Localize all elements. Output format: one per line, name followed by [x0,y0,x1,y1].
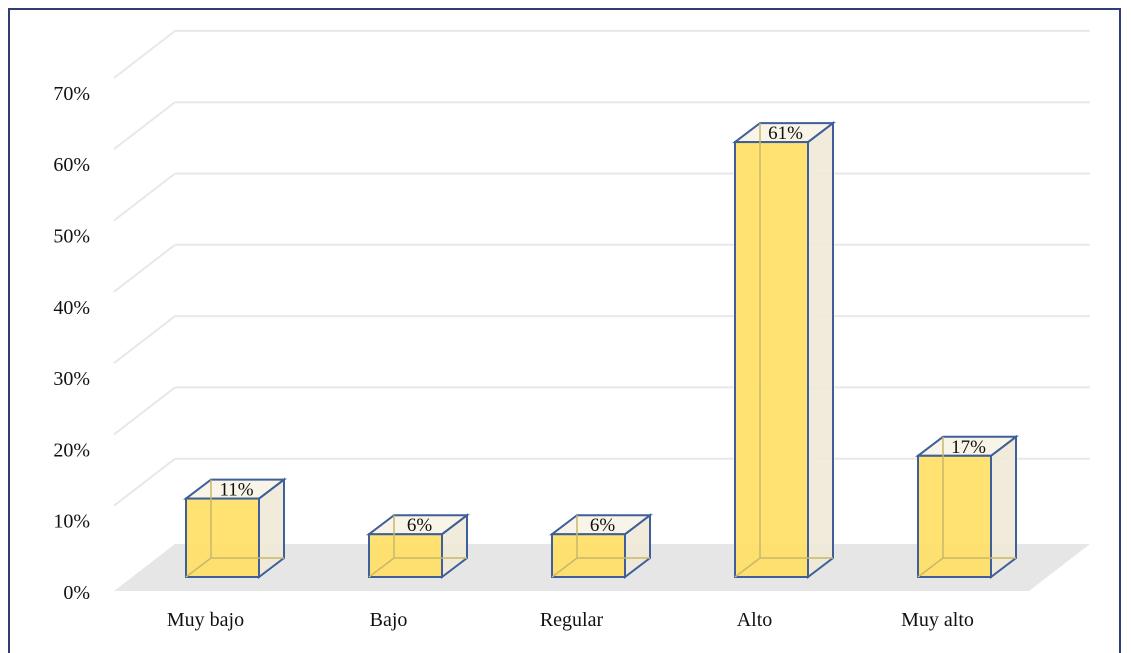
data-labels-layer: 11% 6% 6% 61% 17% [219,123,986,536]
data-label: 61% [768,123,803,144]
x-category-label: Muy bajo [167,609,244,631]
data-label: 11% [219,480,253,501]
bar-inner-edge [551,557,578,578]
data-label: 6% [590,515,616,536]
bar-inner-edge [917,557,944,578]
y-tick-label: 40% [53,297,90,319]
gridline-diagonal [113,315,176,364]
y-axis-ticks: 0% 10% 20% 30% 40% 50% 60% 70% [53,83,90,604]
bar-muy-bajo [183,477,287,580]
bar-inner-edge [185,557,212,578]
y-tick-label: 70% [53,83,90,105]
x-category-label: Bajo [370,609,408,631]
bars-layer [183,121,1019,580]
y-tick-label: 50% [53,226,90,248]
grid-layer [113,29,1090,507]
bar-muy-alto [915,434,1019,580]
bar-front [551,533,626,578]
bar-side [807,121,834,580]
y-tick-label: 10% [53,511,90,533]
x-category-label: Muy alto [901,609,974,631]
x-axis-categories: Muy bajo Bajo Regular Alto Muy alto [167,609,974,631]
bar-inner-edge [734,557,761,578]
gridline-diagonal [113,30,176,79]
bar-front [917,454,992,579]
bar-front [185,497,260,579]
gridline-diagonal [113,386,176,436]
gridline-diagonal [113,172,176,222]
y-tick-label: 0% [63,582,90,604]
bar-bajo [366,513,470,580]
x-category-label: Regular [540,609,604,631]
y-tick-label: 30% [53,368,90,390]
gridline-diagonal [113,101,176,150]
y-tick-label: 60% [53,154,90,176]
gridline-diagonal [113,244,176,293]
y-tick-label: 20% [53,439,90,461]
bar-alto [732,121,836,580]
x-category-label: Alto [737,609,773,631]
data-label: 17% [951,437,986,458]
gridline-diagonal [113,457,176,507]
bar-regular [549,513,653,580]
data-label: 6% [407,515,433,536]
bar-inner-edge [368,557,395,578]
bar-front [734,141,809,578]
bar-front [368,533,443,578]
bar-side [990,434,1017,580]
